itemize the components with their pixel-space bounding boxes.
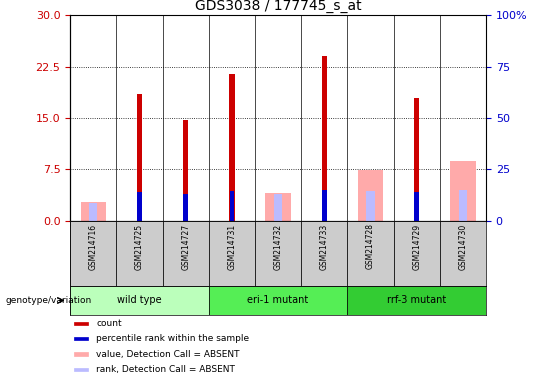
Bar bbox=[440, 221, 486, 286]
Text: rrf-3 mutant: rrf-3 mutant bbox=[387, 295, 447, 306]
Bar bbox=[89, 204, 97, 221]
Text: GSM214716: GSM214716 bbox=[89, 223, 98, 270]
Text: GSM214729: GSM214729 bbox=[412, 223, 421, 270]
Bar bbox=[415, 192, 419, 221]
Bar bbox=[265, 193, 291, 221]
Bar bbox=[321, 56, 327, 221]
Bar bbox=[394, 221, 440, 286]
Text: percentile rank within the sample: percentile rank within the sample bbox=[97, 334, 249, 343]
Text: GSM214733: GSM214733 bbox=[320, 223, 329, 270]
Bar bbox=[209, 286, 347, 315]
Text: GSM214731: GSM214731 bbox=[227, 223, 237, 270]
Text: GSM214727: GSM214727 bbox=[181, 223, 190, 270]
Text: count: count bbox=[97, 319, 122, 328]
Bar bbox=[137, 192, 141, 221]
Bar bbox=[75, 368, 88, 371]
Bar bbox=[163, 221, 209, 286]
Bar bbox=[209, 221, 255, 286]
Bar bbox=[70, 221, 117, 286]
Bar bbox=[347, 221, 394, 286]
Bar bbox=[255, 221, 301, 286]
Bar bbox=[459, 190, 467, 221]
Bar bbox=[75, 322, 88, 325]
Text: wild type: wild type bbox=[117, 295, 162, 306]
Bar bbox=[450, 161, 476, 221]
Bar bbox=[301, 221, 347, 286]
Bar bbox=[347, 286, 486, 315]
Text: rank, Detection Call = ABSENT: rank, Detection Call = ABSENT bbox=[97, 365, 235, 374]
Bar bbox=[322, 190, 327, 221]
Bar bbox=[183, 120, 188, 221]
Bar bbox=[75, 353, 88, 356]
Text: GSM214725: GSM214725 bbox=[135, 223, 144, 270]
Bar bbox=[75, 337, 88, 340]
Text: value, Detection Call = ABSENT: value, Detection Call = ABSENT bbox=[97, 349, 240, 359]
Bar bbox=[366, 191, 375, 221]
Bar bbox=[274, 194, 282, 221]
Title: GDS3038 / 177745_s_at: GDS3038 / 177745_s_at bbox=[195, 0, 361, 13]
Text: GSM214728: GSM214728 bbox=[366, 223, 375, 270]
Bar bbox=[358, 170, 383, 221]
Bar bbox=[80, 202, 106, 221]
Bar bbox=[414, 98, 420, 221]
Bar bbox=[137, 94, 142, 221]
Text: genotype/variation: genotype/variation bbox=[5, 296, 92, 305]
Text: eri-1 mutant: eri-1 mutant bbox=[247, 295, 309, 306]
Bar bbox=[230, 191, 234, 221]
Bar bbox=[70, 286, 209, 315]
Bar bbox=[229, 74, 235, 221]
Text: GSM214732: GSM214732 bbox=[274, 223, 282, 270]
Bar bbox=[184, 194, 188, 221]
Text: GSM214730: GSM214730 bbox=[458, 223, 468, 270]
Bar bbox=[117, 221, 163, 286]
